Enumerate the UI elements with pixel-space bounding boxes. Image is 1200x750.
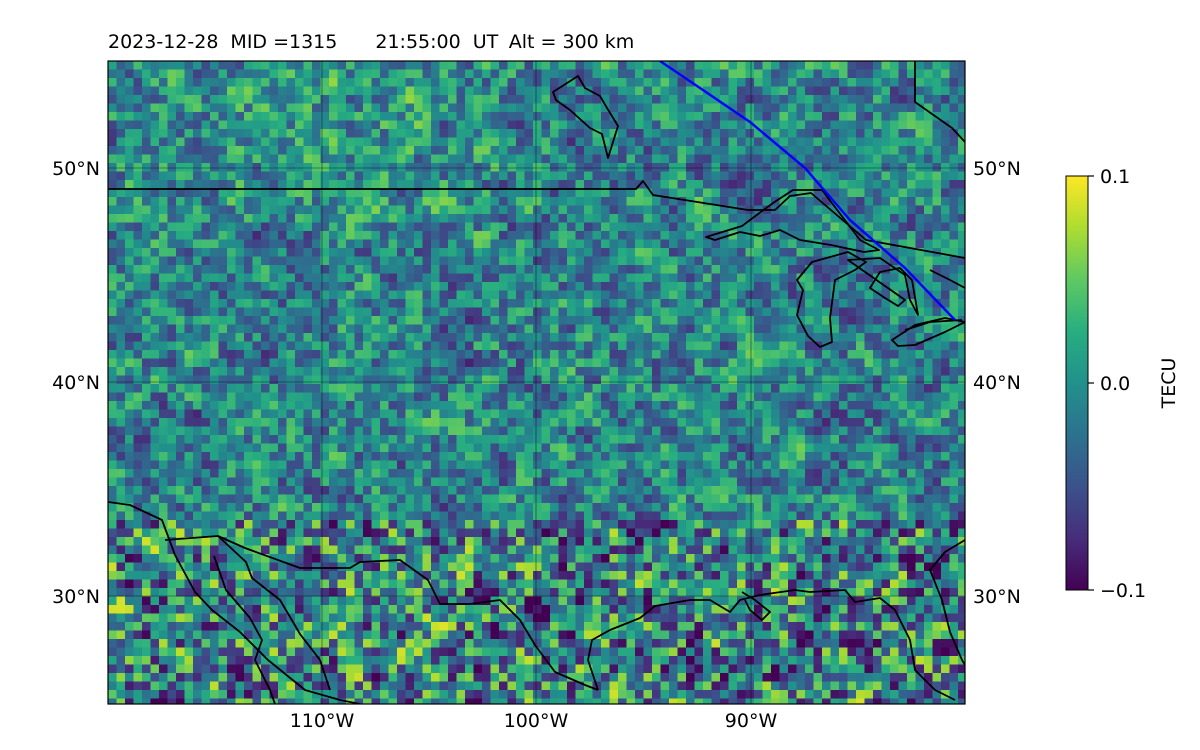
georgian-bay [929, 269, 965, 289]
tec-heatmap-cells [108, 61, 965, 704]
lat-label-40n-right: 40°N [973, 372, 1021, 394]
title-alt: Alt = 300 km [509, 31, 635, 53]
us-mexico-border [217, 535, 599, 691]
title-time: 21:55:00 [375, 31, 460, 53]
coastlines [108, 61, 965, 704]
map-frame [107, 60, 966, 705]
colorbar-tick-label-zero: 0.0 [1100, 373, 1130, 395]
lake-superior [705, 189, 880, 253]
colorbar-label: TECU [1158, 358, 1180, 410]
florida-coast [929, 539, 965, 666]
title-mid: MID =1315 [230, 31, 337, 53]
lake-erie [891, 317, 965, 347]
title-ut: UT [473, 31, 499, 53]
colorbar: 0.1 0.0 −0.1 TECU [1065, 166, 1180, 602]
labrador-coast [914, 61, 965, 143]
lon-label-110w: 110°W [290, 710, 355, 732]
hudson-bay-coast [552, 75, 619, 159]
plot-title: 2023-12-28 MID =1315 21:55:00 UT Alt = 300 k… [108, 31, 634, 53]
lat-label-50n-left: 50°N [52, 158, 100, 180]
gulf-coast-texas [587, 589, 956, 701]
mexico-pacific-coast [108, 501, 361, 704]
lat-label-50n-right: 50°N [973, 158, 1021, 180]
colorbar-gradient [1065, 175, 1089, 591]
lat-labels-left: 50°N 40°N 30°N [52, 158, 100, 608]
title-date: 2023-12-28 [108, 31, 218, 53]
lat-label-30n-left: 30°N [52, 586, 100, 608]
lon-labels: 110°W 100°W 90°W [290, 710, 778, 732]
lake-michigan [796, 251, 867, 348]
lat-label-40n-left: 40°N [52, 372, 100, 394]
baja-peninsula [213, 555, 276, 704]
lake-huron [847, 257, 919, 316]
colorbar-tick-label-min: −0.1 [1100, 580, 1146, 602]
lake-ontario [904, 319, 963, 331]
terminator-line [659, 61, 956, 321]
lon-label-100w: 100°W [504, 710, 569, 732]
lon-label-90w: 90°W [725, 710, 778, 732]
lat-labels-right: 50°N 40°N 30°N [973, 158, 1021, 608]
colorbar-tick-label-max: 0.1 [1100, 166, 1130, 188]
lat-label-30n-right: 30°N [973, 586, 1021, 608]
baja-california [164, 535, 331, 691]
map-area [108, 61, 965, 704]
us-canada-border [108, 180, 965, 259]
mississippi-delta [741, 591, 771, 621]
